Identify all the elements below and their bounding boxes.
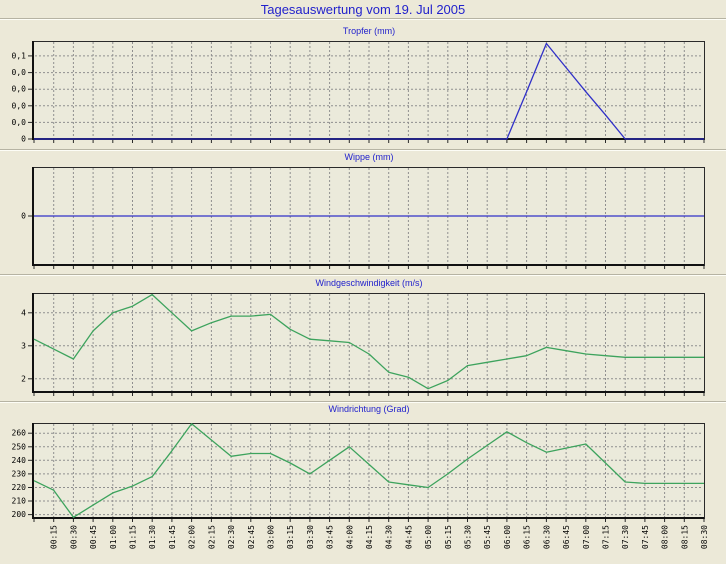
- tropfer-series-line: [34, 42, 704, 140]
- svg-text:2: 2: [21, 374, 26, 383]
- svg-text:06:00: 06:00: [503, 525, 512, 549]
- svg-text:04:15: 04:15: [365, 525, 374, 549]
- svg-text:08:00: 08:00: [661, 525, 670, 549]
- svg-text:04:00: 04:00: [345, 525, 354, 549]
- svg-text:220: 220: [12, 483, 27, 492]
- svg-text:08:15: 08:15: [680, 525, 689, 549]
- svg-text:01:00: 01:00: [109, 525, 118, 549]
- svg-text:03:30: 03:30: [306, 525, 315, 549]
- svg-text:01:30: 01:30: [148, 525, 157, 549]
- grid-lines: [35, 42, 703, 138]
- svg-text:00:15: 00:15: [50, 525, 59, 549]
- panel-divider-3: [0, 401, 726, 403]
- svg-text:04:30: 04:30: [385, 525, 394, 549]
- windrichtung-chart-title: Windrichtung (Grad): [328, 404, 410, 414]
- windrichtung-chart: 260 250 240 230 220 210 200 00:15 00:30 00:45 01:0…: [12, 423, 709, 549]
- svg-text:0: 0: [21, 135, 26, 144]
- svg-text:06:45: 06:45: [562, 525, 571, 549]
- x-axis-tick-labels: 00:15 00:30 00:45 01:00 01:15 01:30 01:45 02:00…: [50, 525, 709, 549]
- svg-text:0,0: 0,0: [12, 85, 27, 94]
- svg-text:01:15: 01:15: [129, 525, 138, 549]
- windgeschwindigkeit-series-line: [33, 293, 704, 390]
- svg-text:07:00: 07:00: [582, 525, 591, 549]
- windgeschwindigkeit-chart: 4 3 2: [21, 293, 705, 396]
- windrichtung-series-line: [33, 423, 704, 518]
- y-axis-tick-labels: 260 250 240 230 220 210 200: [12, 429, 27, 519]
- svg-text:260: 260: [12, 429, 27, 438]
- svg-text:230: 230: [12, 469, 27, 478]
- svg-text:03:00: 03:00: [267, 525, 276, 549]
- grid-lines: [35, 424, 703, 517]
- axes: [28, 167, 705, 269]
- svg-text:0: 0: [21, 212, 26, 221]
- svg-text:05:45: 05:45: [483, 525, 492, 549]
- panel-divider-1: [0, 149, 726, 151]
- svg-text:240: 240: [12, 456, 27, 465]
- svg-text:05:15: 05:15: [444, 525, 453, 549]
- svg-text:0,0: 0,0: [12, 101, 27, 110]
- svg-text:08:30: 08:30: [700, 525, 709, 549]
- wippe-chart-title: Wippe (mm): [344, 152, 394, 162]
- tropfer-chart-title: Tropfer (mm): [342, 26, 396, 36]
- svg-text:02:45: 02:45: [247, 525, 256, 549]
- svg-text:0,1: 0,1: [12, 51, 27, 60]
- svg-text:3: 3: [21, 341, 26, 350]
- svg-text:250: 250: [12, 442, 27, 451]
- svg-text:02:15: 02:15: [207, 525, 216, 549]
- svg-text:04:45: 04:45: [404, 525, 413, 549]
- svg-text:07:15: 07:15: [602, 525, 611, 549]
- title-divider: [0, 18, 726, 20]
- svg-text:01:45: 01:45: [168, 525, 177, 549]
- svg-text:05:00: 05:00: [424, 525, 433, 549]
- plot-area: [34, 423, 704, 518]
- svg-text:06:15: 06:15: [523, 525, 532, 549]
- windgeschwindigkeit-chart-title: Windgeschwindigkeit (m/s): [315, 278, 423, 288]
- panel-divider-2: [0, 274, 726, 276]
- svg-text:07:30: 07:30: [621, 525, 630, 549]
- svg-text:06:30: 06:30: [542, 525, 551, 549]
- y-axis-tick-labels: 0: [21, 212, 26, 221]
- page-title: Tagesauswertung vom 19. Jul 2005: [260, 2, 466, 17]
- y-axis-tick-labels: 0,1 0,0 0,0 0,0 0,0 0: [12, 51, 27, 143]
- svg-text:00:45: 00:45: [89, 525, 98, 549]
- svg-text:4: 4: [21, 308, 26, 317]
- svg-text:03:15: 03:15: [286, 525, 295, 549]
- svg-text:02:30: 02:30: [227, 525, 236, 549]
- svg-text:00:30: 00:30: [69, 525, 78, 549]
- svg-text:0,0: 0,0: [12, 118, 27, 127]
- svg-text:200: 200: [12, 510, 27, 519]
- axes: [28, 423, 705, 522]
- svg-text:07:45: 07:45: [641, 525, 650, 549]
- svg-text:02:00: 02:00: [188, 525, 197, 549]
- svg-text:03:45: 03:45: [326, 525, 335, 549]
- grid-lines: [35, 294, 703, 391]
- svg-text:05:30: 05:30: [464, 525, 473, 549]
- axes: [28, 293, 705, 396]
- wippe-chart: 0: [21, 167, 705, 269]
- y-axis-tick-labels: 4 3 2: [21, 308, 26, 383]
- svg-text:0,0: 0,0: [12, 68, 27, 77]
- tropfer-chart: 0,1 0,0 0,0 0,0 0,0 0: [12, 41, 705, 144]
- svg-text:210: 210: [12, 497, 27, 506]
